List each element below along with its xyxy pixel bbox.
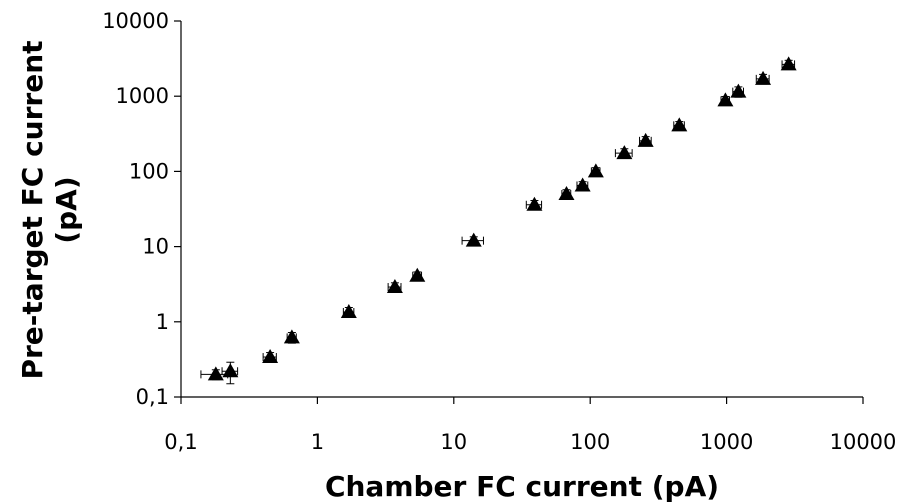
triangle-marker	[558, 186, 575, 201]
triangle-marker	[637, 132, 654, 147]
y-axis-title-line-1: Pre-target FC current	[16, 40, 49, 379]
y-tick-label: 1000	[116, 84, 169, 108]
data-point	[200, 366, 229, 381]
data-point	[262, 349, 279, 364]
triangle-marker	[262, 349, 279, 364]
data-point	[283, 329, 300, 344]
x-tick-label: 10000	[830, 430, 897, 454]
triangle-marker	[386, 279, 403, 294]
data-point	[587, 163, 604, 178]
data-point	[340, 303, 357, 318]
data-point	[461, 232, 484, 247]
triangle-marker	[616, 145, 633, 160]
triangle-marker	[207, 366, 224, 381]
triangle-marker	[780, 56, 797, 71]
y-tick-label: 0,1	[136, 385, 169, 409]
y-axis-ticks: 0,1 1 10 100 1000 10000	[102, 9, 181, 409]
x-tick-label: 0,1	[164, 430, 197, 454]
triangle-marker	[671, 117, 688, 132]
triangle-marker	[574, 177, 591, 192]
y-axis-title: Pre-target FC current (pA)	[16, 40, 83, 379]
y-tick-label: 10	[142, 235, 169, 259]
triangle-marker	[587, 163, 604, 178]
data-point	[637, 132, 654, 147]
y-axis-title-line-2: (pA)	[50, 176, 83, 243]
x-axis-title: Chamber FC current (pA)	[325, 470, 719, 502]
triangle-marker	[222, 363, 239, 378]
data-point	[574, 177, 591, 192]
y-tick-label: 100	[129, 159, 169, 183]
data-point	[386, 279, 403, 294]
data-point	[558, 186, 575, 201]
y-tick-label: 10000	[102, 9, 169, 33]
data-point	[780, 56, 797, 71]
data-points	[200, 56, 797, 385]
y-tick-label: 1	[156, 310, 169, 334]
x-axis-ticks: 0,1 1 10 100 1000 10000	[164, 397, 896, 454]
data-point	[409, 267, 426, 282]
x-tick-label: 10	[440, 430, 467, 454]
triangle-marker	[526, 196, 543, 211]
data-point	[730, 83, 747, 98]
data-point	[671, 117, 688, 132]
triangle-marker	[283, 329, 300, 344]
x-tick-label: 1	[311, 430, 324, 454]
triangle-marker	[465, 232, 482, 247]
data-point	[755, 70, 772, 85]
triangle-marker	[730, 83, 747, 98]
data-point	[221, 361, 239, 385]
data-point	[614, 145, 633, 160]
triangle-marker	[717, 92, 734, 107]
x-tick-label: 100	[570, 430, 610, 454]
triangle-marker	[409, 267, 426, 282]
x-tick-label: 1000	[700, 430, 753, 454]
chart-axes	[180, 21, 863, 398]
triangle-marker	[340, 303, 357, 318]
data-point	[525, 196, 543, 211]
triangle-marker	[755, 70, 772, 85]
data-point	[717, 92, 734, 107]
